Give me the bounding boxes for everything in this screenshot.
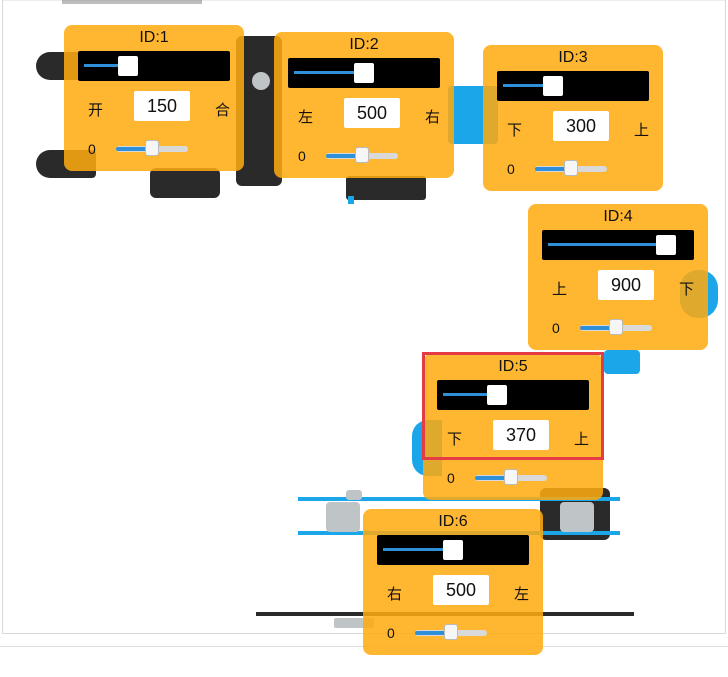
speed-slider-thumb[interactable] (564, 160, 578, 176)
speed-min-label: 0 (298, 148, 306, 164)
position-bar[interactable] (497, 71, 649, 101)
direction-right-label: 合 (214, 102, 230, 119)
position-bar[interactable] (542, 230, 694, 260)
position-value-input[interactable]: 500 (344, 98, 400, 128)
direction-right-label: 上 (633, 122, 649, 139)
position-value-input[interactable]: 900 (598, 270, 654, 300)
servo-id-label: ID:1 (139, 29, 169, 46)
servo-panel-1: ID:1 开 150 合 0 (64, 25, 244, 171)
servo-id-label: ID:5 (498, 358, 528, 375)
position-value-input[interactable]: 300 (553, 111, 609, 141)
speed-slider-fill (116, 147, 152, 151)
position-bar-fill (383, 548, 447, 551)
speed-slider[interactable] (326, 147, 398, 163)
direction-right-label: 下 (678, 281, 694, 298)
speed-slider[interactable] (535, 160, 607, 176)
speed-slider[interactable] (116, 140, 188, 156)
servo-panel-5: ID:5 下 370 上 0 (423, 354, 603, 500)
top-border (2, 0, 726, 1)
position-bar-handle[interactable] (354, 63, 374, 83)
position-value-input[interactable]: 500 (433, 575, 489, 605)
position-bar-fill (84, 64, 122, 67)
servo-id-label: ID:3 (558, 49, 588, 66)
speed-slider-thumb[interactable] (145, 140, 159, 156)
speed-slider-thumb[interactable] (444, 624, 458, 640)
position-bar-handle[interactable] (543, 76, 563, 96)
servo-id-label: ID:2 (349, 36, 379, 53)
position-value-input[interactable]: 370 (493, 420, 549, 450)
position-value-input[interactable]: 150 (134, 91, 190, 121)
servo-id-label: ID:6 (438, 513, 468, 530)
speed-slider[interactable] (415, 624, 487, 640)
speed-slider-thumb[interactable] (504, 469, 518, 485)
speed-min-label: 0 (447, 470, 455, 486)
speed-slider-fill (580, 326, 616, 330)
position-bar-handle[interactable] (656, 235, 676, 255)
position-bar-fill (443, 393, 491, 396)
position-bar[interactable] (288, 58, 440, 88)
speed-slider-thumb[interactable] (355, 147, 369, 163)
direction-left-label: 左 (298, 109, 314, 126)
servo-panel-3: ID:3 下 300 上 0 (483, 45, 663, 191)
position-bar-handle[interactable] (118, 56, 138, 76)
direction-left-label: 上 (552, 281, 568, 298)
position-bar[interactable] (377, 535, 529, 565)
servo-panel-6: ID:6 右 500 左 0 (363, 509, 543, 655)
clipped-header-text (62, 0, 202, 4)
speed-slider-fill (475, 476, 511, 480)
direction-right-label: 上 (573, 431, 589, 448)
servo-panel-4: ID:4 上 900 下 0 (528, 204, 708, 350)
direction-left-label: 开 (88, 102, 104, 119)
direction-right-label: 左 (513, 586, 529, 603)
speed-slider[interactable] (475, 469, 547, 485)
position-bar-handle[interactable] (443, 540, 463, 560)
position-bar-fill (548, 243, 660, 246)
direction-right-label: 右 (424, 109, 440, 126)
position-bar-handle[interactable] (487, 385, 507, 405)
speed-slider[interactable] (580, 319, 652, 335)
direction-left-label: 下 (507, 122, 523, 139)
position-bar[interactable] (78, 51, 230, 81)
position-bar-fill (294, 71, 358, 74)
speed-slider-thumb[interactable] (609, 319, 623, 335)
speed-min-label: 0 (387, 625, 395, 641)
speed-slider-fill (535, 167, 571, 171)
position-bar[interactable] (437, 380, 589, 410)
speed-min-label: 0 (552, 320, 560, 336)
speed-slider-fill (415, 631, 451, 635)
servo-id-label: ID:4 (603, 208, 633, 225)
speed-min-label: 0 (507, 161, 515, 177)
servo-panel-2: ID:2 左 500 右 0 (274, 32, 454, 178)
speed-slider-fill (326, 154, 362, 158)
direction-left-label: 右 (387, 586, 403, 603)
position-bar-fill (503, 84, 547, 87)
speed-min-label: 0 (88, 141, 96, 157)
direction-left-label: 下 (447, 431, 463, 448)
